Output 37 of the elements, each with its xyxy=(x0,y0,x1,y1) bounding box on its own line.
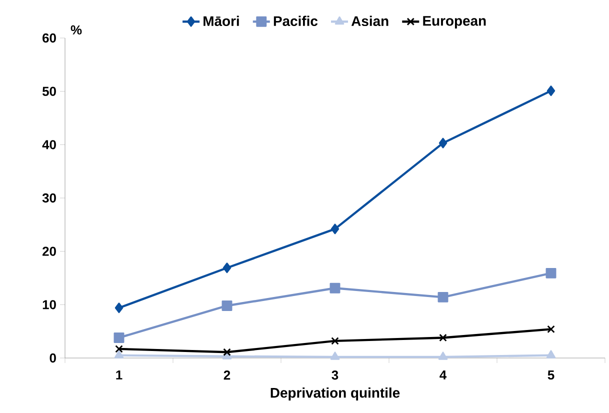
y-tick-label: 10 xyxy=(42,300,56,310)
y-tick-label: 40 xyxy=(42,140,56,150)
legend-label: Pacific xyxy=(274,16,318,26)
point xyxy=(439,334,447,342)
y-tick-label: 0 xyxy=(50,353,56,363)
y-tick-label: 50 xyxy=(42,86,56,96)
point xyxy=(438,292,448,302)
point xyxy=(331,337,339,345)
y-axis-title: % xyxy=(70,25,82,34)
point xyxy=(546,86,556,96)
x-tick-label: 2 xyxy=(224,370,230,380)
x-tick-label: 1 xyxy=(116,370,122,380)
legend-label: Asian xyxy=(351,16,388,26)
point xyxy=(330,224,340,234)
point xyxy=(115,345,123,353)
point xyxy=(114,350,124,358)
y-tick-label: 20 xyxy=(42,246,56,256)
x-tick-label: 5 xyxy=(548,370,554,380)
point xyxy=(222,262,232,274)
x-axis-title: Deprivation quintile xyxy=(270,388,400,401)
point xyxy=(330,282,340,294)
x-tick-label: 3 xyxy=(332,370,338,380)
point xyxy=(546,350,556,358)
point xyxy=(114,302,124,314)
y-tick-label: 60 xyxy=(42,33,56,43)
point xyxy=(547,325,555,334)
point xyxy=(222,300,232,311)
point xyxy=(438,352,448,360)
point xyxy=(438,138,448,148)
legend-label: Māori xyxy=(204,16,239,26)
point xyxy=(546,268,556,278)
y-tick-label: 30 xyxy=(42,193,56,203)
point xyxy=(223,348,231,356)
legend-label: European xyxy=(423,16,486,29)
x-tick-label: 4 xyxy=(440,370,447,380)
point xyxy=(330,352,340,360)
point xyxy=(114,332,124,343)
